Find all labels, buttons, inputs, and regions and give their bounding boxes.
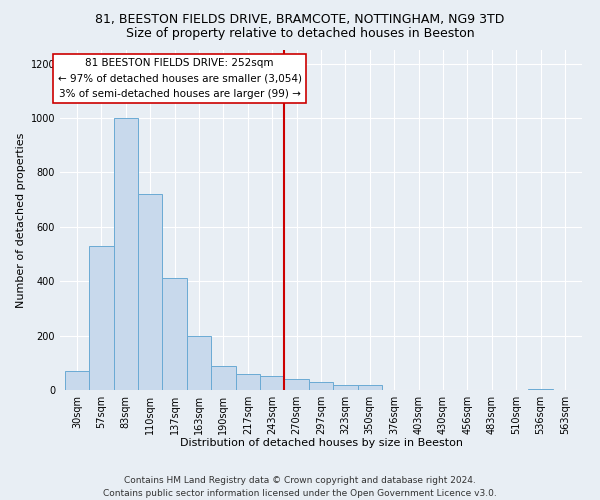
Bar [529,388,553,390]
X-axis label: Distribution of detached houses by size in Beeston: Distribution of detached houses by size … [179,438,463,448]
Bar [260,376,284,390]
Bar [211,366,236,390]
Bar [89,246,113,390]
Text: 81 BEESTON FIELDS DRIVE: 252sqm
← 97% of detached houses are smaller (3,054)
3% : 81 BEESTON FIELDS DRIVE: 252sqm ← 97% of… [58,58,302,99]
Bar [309,382,333,390]
Bar [65,371,89,390]
Bar [187,336,211,390]
Bar [333,385,358,390]
Bar [358,384,382,390]
Text: 81, BEESTON FIELDS DRIVE, BRAMCOTE, NOTTINGHAM, NG9 3TD: 81, BEESTON FIELDS DRIVE, BRAMCOTE, NOTT… [95,12,505,26]
Bar [138,194,163,390]
Y-axis label: Number of detached properties: Number of detached properties [16,132,26,308]
Bar [113,118,138,390]
Bar [284,379,309,390]
Text: Size of property relative to detached houses in Beeston: Size of property relative to detached ho… [125,28,475,40]
Text: Contains HM Land Registry data © Crown copyright and database right 2024.
Contai: Contains HM Land Registry data © Crown c… [103,476,497,498]
Bar [163,278,187,390]
Bar [236,374,260,390]
